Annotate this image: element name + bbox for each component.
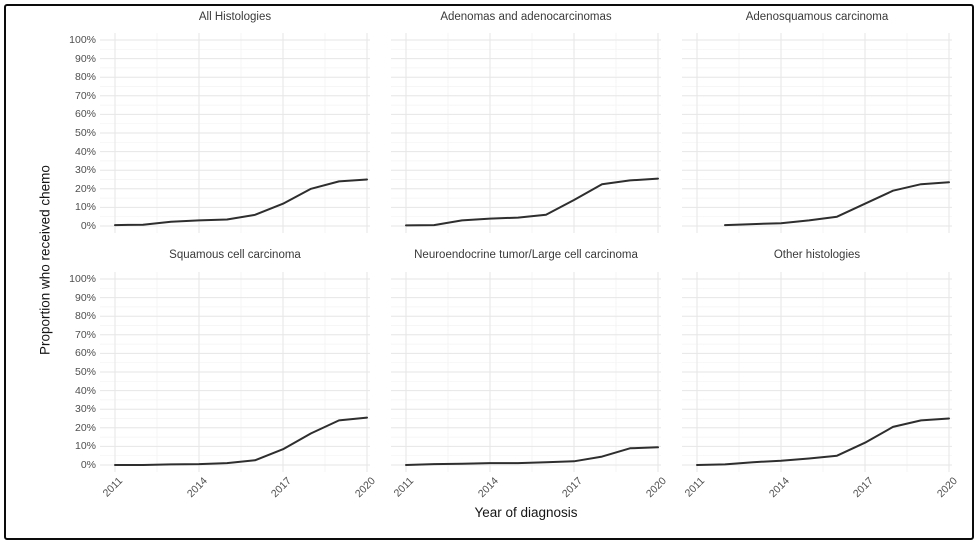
y-tick-label: 20% (74, 182, 96, 195)
panel-title-neuroendocrine-large-cell: Neuroendocrine tumor/Large cell carcinom… (414, 249, 638, 261)
y-tick-label: 50% (74, 127, 96, 139)
x-tick-label: 2014 (766, 475, 792, 501)
y-tick-label: 60% (74, 347, 96, 360)
panel-title-all-histologies: All Histologies (198, 11, 272, 23)
x-tick-label: 2011 (101, 475, 126, 500)
panel-all-histologies (100, 33, 370, 233)
x-tick-label: 2014 (184, 475, 210, 501)
x-axis-title: Year of diagnosis (474, 505, 578, 520)
y-tick-label: 60% (74, 108, 96, 121)
y-tick-label: 100% (69, 273, 96, 285)
panel-title-adenomas-adenocarcinomas: Adenomas and adenocarcinomas (440, 11, 612, 23)
line-chart-svg (100, 272, 370, 472)
y-tick-label: 90% (74, 52, 96, 65)
y-tick-label: 30% (74, 403, 96, 416)
y-tick-label: 40% (74, 384, 96, 397)
y-tick-label: 90% (74, 291, 96, 304)
y-tick-label: 20% (74, 421, 96, 434)
x-tick-label: 2017 (850, 475, 876, 501)
panel-title-squamous-cell-carcinoma: Squamous cell carcinoma (169, 249, 301, 261)
x-tick-label: 2020 (643, 475, 669, 501)
y-tick-label: 70% (74, 89, 96, 102)
y-tick-label: 80% (74, 71, 96, 84)
panel-other-histologies (682, 272, 952, 472)
line-chart-svg (682, 272, 952, 472)
y-axis-tick-labels-row2: 0% 10% 20% 30% 40% 50% 60% 70% 80% 90% 100% (30, 272, 96, 472)
y-tick-label: 30% (74, 164, 96, 177)
x-tick-label: 2020 (352, 475, 378, 501)
y-tick-label: 0% (80, 459, 96, 471)
y-tick-label: 10% (74, 440, 96, 453)
y-tick-label: 70% (74, 328, 96, 341)
x-tick-label: 2017 (268, 475, 294, 501)
panel-adenomas-adenocarcinomas (391, 33, 661, 233)
x-tick-label: 2011 (392, 475, 417, 500)
y-tick-label: 100% (69, 34, 96, 46)
panel-neuroendocrine-large-cell (391, 272, 661, 472)
x-tick-label: 2020 (934, 475, 960, 501)
panel-adenosquamous-carcinoma (682, 33, 952, 233)
line-chart-svg (391, 272, 661, 472)
x-tick-label: 2017 (559, 475, 585, 501)
x-tick-label: 2014 (475, 475, 501, 501)
y-tick-label: 80% (74, 310, 96, 323)
panel-title-adenosquamous-carcinoma: Adenosquamous carcinoma (745, 11, 889, 23)
y-axis-tick-labels-row1: 0% 10% 20% 30% 40% 50% 60% 70% 80% 90% 100% (30, 33, 96, 233)
y-tick-label: 40% (74, 145, 96, 158)
panel-title-other-histologies: Other histologies (773, 249, 861, 261)
x-tick-label: 2011 (683, 475, 708, 500)
y-tick-label: 50% (74, 366, 96, 378)
line-chart-svg (100, 33, 370, 233)
panel-squamous-cell-carcinoma (100, 272, 370, 472)
y-tick-label: 10% (74, 201, 96, 214)
line-chart-svg (391, 33, 661, 233)
line-chart-svg (682, 33, 952, 233)
y-tick-label: 0% (80, 220, 96, 232)
